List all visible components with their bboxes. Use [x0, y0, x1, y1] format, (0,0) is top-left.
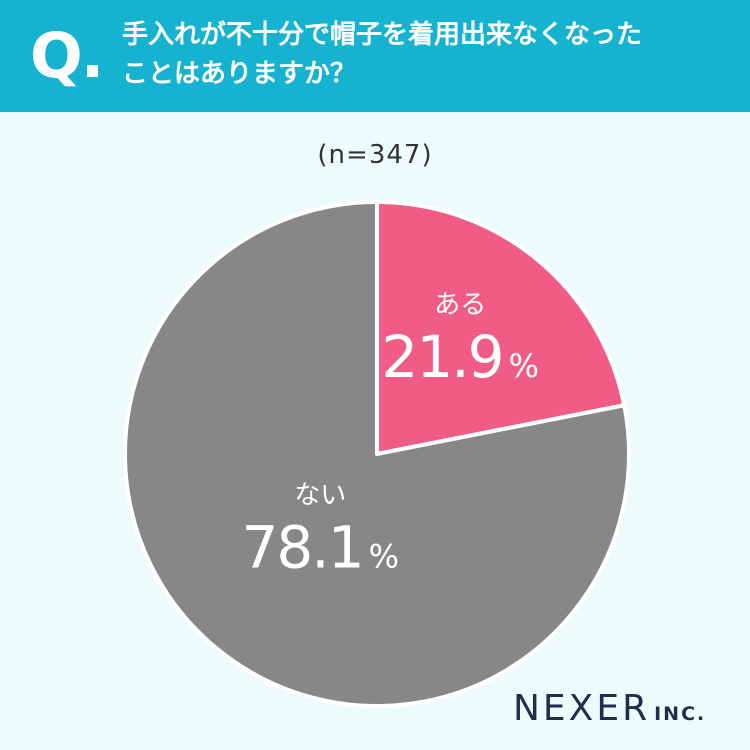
slice-value-2: 78.1% [242, 513, 400, 581]
slice-label-2: ない [294, 480, 346, 510]
sample-size: (n=347) [317, 140, 433, 170]
question-line-1: 手入れが不十分で帽子を着用出来なくなった [122, 20, 643, 50]
question-line-2: ことはありますか？ [122, 59, 357, 89]
pie-slice-2 [123, 200, 631, 708]
question-header: Q. 手入れが不十分で帽子を着用出来なくなった ことはありますか？ [0, 0, 750, 112]
slice-label-1: ある [434, 290, 486, 320]
slice-value-1: 21.9% [381, 323, 539, 391]
logo-main-text: NEXER [513, 688, 651, 729]
nexer-logo: NEXER INC. [513, 688, 706, 729]
question-mark-label: Q. [30, 19, 104, 92]
pie-slice-1 [375, 200, 627, 456]
logo-sub-text: INC. [654, 703, 707, 725]
question-text: 手入れが不十分で帽子を着用出来なくなった ことはありますか？ [122, 16, 732, 94]
